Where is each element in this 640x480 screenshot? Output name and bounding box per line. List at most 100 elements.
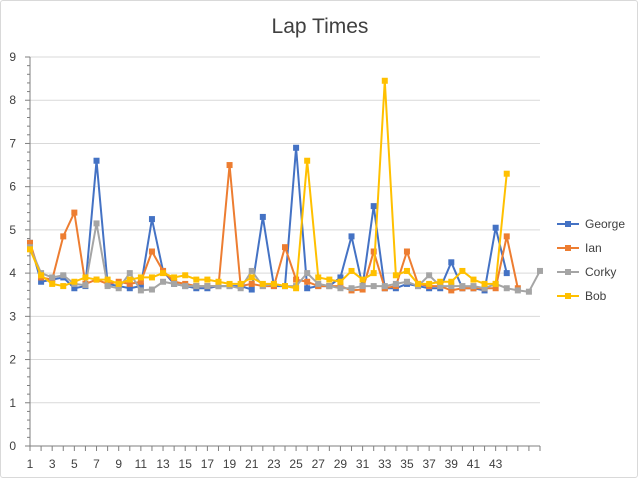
y-tick-label: 6: [9, 180, 16, 194]
data-point-george: [126, 285, 133, 292]
legend-label: George: [585, 217, 625, 231]
data-point-bob: [503, 170, 510, 177]
data-point-corky: [481, 285, 488, 292]
y-tick-label: 5: [9, 223, 16, 237]
data-point-bob: [259, 280, 266, 287]
data-point-bob: [481, 280, 488, 287]
data-point-george: [304, 285, 311, 292]
x-tick-label: 33: [378, 457, 392, 471]
x-tick-label: 29: [334, 457, 348, 471]
series-george: [27, 144, 510, 294]
legend: George Ian Corky Bob: [557, 217, 625, 303]
data-point-bob: [459, 267, 466, 274]
data-point-corky: [304, 270, 311, 277]
x-tick-label: 13: [156, 457, 170, 471]
data-point-corky: [326, 283, 333, 290]
data-point-bob: [82, 274, 89, 281]
data-point-bob: [71, 278, 78, 285]
data-point-corky: [93, 220, 100, 227]
y-tick-label: 9: [9, 50, 16, 64]
data-point-ian: [403, 248, 410, 255]
data-point-george: [137, 283, 144, 290]
data-point-corky: [248, 267, 255, 274]
data-point-corky: [514, 287, 521, 294]
data-point-corky: [448, 283, 455, 290]
data-point-george: [293, 144, 300, 151]
x-tick-label: 23: [267, 457, 281, 471]
data-point-ian: [503, 233, 510, 240]
data-point-ian: [370, 248, 377, 255]
y-tick-label: 0: [9, 439, 16, 453]
legend-item-george: George: [557, 217, 625, 231]
legend-item-corky: Corky: [557, 265, 616, 279]
data-point-bob: [282, 283, 288, 290]
data-point-bob: [204, 276, 211, 283]
data-point-george: [93, 157, 100, 164]
x-tick-label: 35: [400, 457, 414, 471]
data-point-corky: [193, 283, 200, 290]
data-point-corky: [381, 283, 388, 290]
y-tick-label: 4: [9, 266, 16, 280]
x-tick-label: 31: [356, 457, 370, 471]
data-point-george: [370, 203, 377, 210]
data-point-bob: [171, 274, 178, 281]
data-point-bob: [381, 77, 388, 84]
y-tick-label: 7: [9, 136, 16, 150]
data-point-corky: [315, 280, 322, 287]
data-point-ian: [60, 233, 67, 240]
x-tick-label: 27: [312, 457, 326, 471]
data-point-corky: [403, 278, 410, 285]
data-point-george: [348, 233, 355, 240]
x-tick-label: 11: [135, 457, 148, 471]
data-point-corky: [148, 286, 155, 293]
data-point-bob: [49, 280, 56, 287]
x-tick-label: 41: [467, 457, 481, 471]
data-point-corky: [392, 280, 399, 287]
data-point-corky: [204, 283, 211, 290]
data-point-corky: [82, 282, 89, 289]
data-point-bob: [137, 274, 144, 281]
data-point-corky: [537, 267, 543, 274]
data-point-bob: [27, 246, 33, 253]
x-tick-label: 17: [201, 457, 215, 471]
data-point-bob: [93, 276, 100, 283]
legend-swatch-marker: [565, 245, 571, 251]
data-point-corky: [437, 283, 444, 290]
data-point-bob: [326, 276, 333, 283]
data-point-ian: [248, 280, 255, 287]
data-point-george: [148, 216, 155, 223]
data-point-corky: [237, 285, 244, 292]
data-point-corky: [337, 285, 344, 292]
data-point-corky: [215, 283, 222, 290]
data-point-bob: [115, 280, 122, 287]
data-point-bob: [193, 276, 200, 283]
data-point-bob: [270, 280, 277, 287]
x-tick-label: 39: [445, 457, 459, 471]
data-point-corky: [104, 283, 111, 290]
x-tick-label: 37: [422, 457, 436, 471]
data-point-ian: [359, 286, 366, 293]
data-point-george: [492, 224, 499, 231]
legend-swatch-marker: [565, 221, 571, 227]
data-point-bob: [370, 270, 377, 277]
data-point-bob: [315, 274, 322, 281]
data-point-bob: [126, 276, 133, 283]
data-point-bob: [337, 278, 344, 285]
y-axis: 0 1 2 3 4 5 6 7 8 9: [9, 50, 31, 453]
data-point-bob: [148, 274, 155, 281]
x-tick-label: 5: [71, 457, 78, 471]
data-point-george: [503, 270, 510, 277]
data-point-bob: [437, 278, 444, 285]
data-point-corky: [160, 278, 167, 285]
x-tick-label: 1: [27, 457, 34, 471]
data-point-ian: [137, 278, 144, 285]
series-bob: [27, 77, 510, 292]
data-point-george: [448, 259, 455, 266]
legend-swatch-marker: [565, 269, 571, 275]
y-tick-label: 3: [9, 309, 16, 323]
data-point-corky: [370, 283, 377, 290]
series-group: [27, 77, 543, 295]
y-tick-label: 1: [9, 396, 16, 410]
